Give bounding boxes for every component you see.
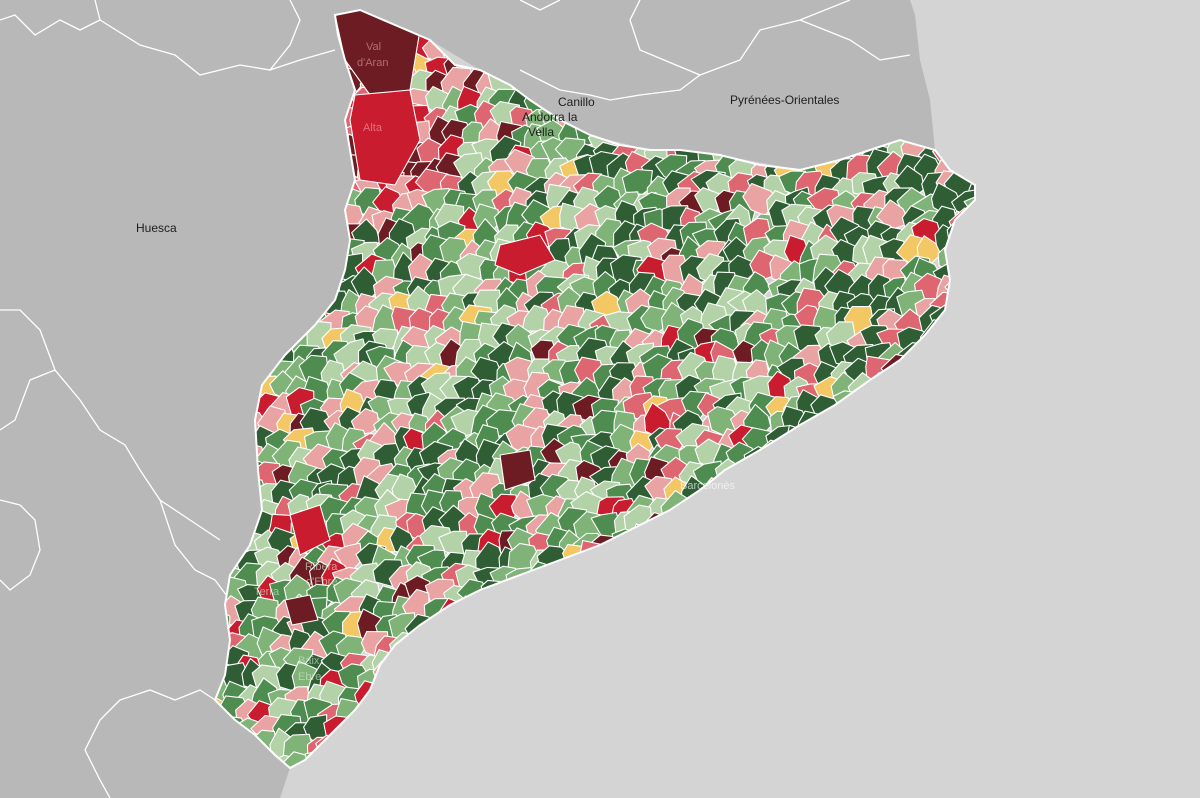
label-ebre: Ebre bbox=[298, 671, 321, 683]
label-ribera: Ribera bbox=[305, 561, 338, 573]
neighbour-land-west bbox=[0, 0, 935, 798]
municipality-highlight[interactable] bbox=[289, 504, 331, 556]
label-val: Val bbox=[366, 41, 381, 53]
neighbour-borders bbox=[0, 0, 911, 798]
label-pyrenees-orientales: Pyrénées-Orientales bbox=[730, 93, 839, 107]
municipality-highlight[interactable] bbox=[349, 89, 421, 186]
label-vella: Vella bbox=[528, 125, 554, 139]
municipality-labels: Val d'Aran Alta Barcelonès Ribera d'Ebre… bbox=[254, 41, 736, 683]
label-alta: Alta bbox=[363, 122, 383, 134]
municipality-highlight[interactable] bbox=[499, 449, 536, 491]
label-huesca: Huesca bbox=[136, 221, 177, 235]
municipality-highlight[interactable] bbox=[494, 234, 556, 276]
municipality[interactable] bbox=[350, 408, 381, 436]
label-daran: d'Aran bbox=[357, 57, 388, 69]
label-baix: Baix bbox=[298, 655, 320, 667]
label-andorra-la: Andorra la bbox=[522, 110, 578, 124]
municipality-highlight[interactable] bbox=[284, 594, 319, 626]
label-canillo: Canillo bbox=[558, 95, 595, 109]
label-barcelones: Barcelonès bbox=[680, 480, 736, 492]
label-terra: Terra bbox=[254, 586, 280, 598]
label-ebre2: d'Ebre bbox=[306, 576, 337, 588]
neighbour-labels: Huesca Pyrénées-Orientales Canillo Andor… bbox=[136, 93, 839, 235]
